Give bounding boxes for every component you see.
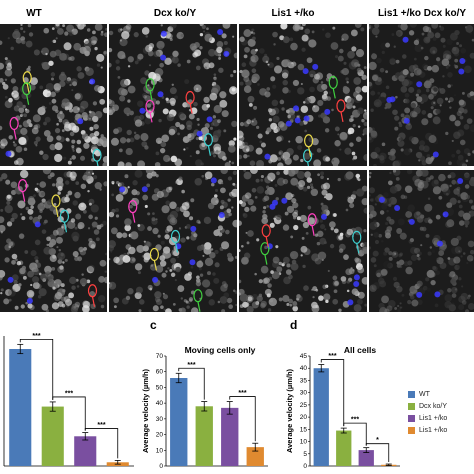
micrograph-lis1-bottom [239,170,367,312]
panel-letter-d: d [290,318,298,332]
significance-bracket [320,359,345,427]
legend: WT Dcx ko/Y Lis1 +/ko Lis1 +/ko [408,388,447,436]
bar [313,368,329,466]
significance-label: *** [32,333,40,340]
y-tick-label: 10 [156,447,164,454]
y-tick-label: 25 [300,402,308,409]
significance-label: *** [238,390,246,397]
bar-chart-moving-cells: 0 10 20 30 40 50 60 70 Average velocity (µm/h) **… [141,353,268,470]
micrograph-double-bottom [369,170,474,312]
bar [336,430,352,466]
y-tick-label: 20 [156,432,164,439]
y-tick-label: 40 [300,365,308,372]
bar [358,450,374,466]
legend-label-lis1: Lis1 +/ko [419,414,448,422]
y-tick-label: 45 [300,353,308,360]
significance-label: *** [65,390,73,397]
significance-label: * [376,437,379,444]
significance-label: *** [97,422,105,429]
significance-bracket [229,396,256,442]
column-title-dcx: Dcx ko/Y [153,8,197,19]
micrograph-wt-bottom [0,170,107,312]
y-axis-label: Average velocity (µm/h) [141,368,150,453]
chart-title-moving: Moving cells only [184,345,256,355]
y-tick-label: 40 [156,400,164,407]
y-axis-label: Average velocity (µm/h) [285,368,294,453]
significance-bracket [343,422,367,446]
significance-bracket [19,338,54,400]
significance-label: *** [187,362,195,369]
y-tick-label: 60 [156,369,164,376]
legend-label-dcx: Dcx ko/Y [419,402,448,410]
column-title-lis1: Lis1 +/ko [271,8,315,19]
bar [9,349,32,466]
significance-bracket [365,443,390,463]
y-tick-label: 30 [156,416,164,423]
bar [221,407,239,466]
bar [246,447,264,466]
micrograph-double-top [369,24,474,166]
micrograph-wt-top [0,24,107,166]
legend-entry-wt: WT [408,388,447,400]
micrograph-dcx-bottom [109,170,237,312]
micrograph-dcx-top [109,24,237,166]
significance-label: *** [328,353,336,360]
y-tick-label: 35 [300,377,308,384]
legend-entry-double: Lis1 +/ko [408,424,447,436]
bar [170,378,188,466]
legend-label-double: Lis1 +/ko [419,426,448,434]
bar [74,436,97,466]
micrograph-lis1-top [239,24,367,166]
bar-chart-all-cells: 0 5 10 15 20 25 30 35 40 45 Average velocity (µm/h… [285,353,400,470]
legend-swatch-double [408,426,415,434]
bar [41,406,64,466]
legend-swatch-dcx [408,402,415,410]
y-tick-label: 50 [156,384,164,391]
legend-label-wt: WT [419,390,430,398]
panel-letter-c: c [150,318,157,332]
bar [195,406,213,466]
y-tick-label: 15 [300,426,308,433]
y-tick-label: 70 [156,353,164,360]
column-title-double: Lis1 +/ko Dcx ko/Y [377,8,467,19]
significance-bracket [178,367,205,400]
column-title-wt: WT [26,8,42,19]
y-tick-label: 30 [300,390,308,397]
legend-swatch-lis1 [408,414,415,422]
y-tick-label: 0 [303,463,307,470]
legend-entry-dcx: Dcx ko/Y [408,400,447,412]
bar-chart-a: *** *** *** [3,333,134,467]
significance-label: *** [351,417,359,424]
y-tick-label: 10 [300,439,308,446]
legend-swatch-wt [408,390,415,398]
y-tick-label: 0 [159,463,163,470]
chart-title-all: All cells [343,345,377,355]
y-tick-label: 20 [300,414,308,421]
legend-entry-lis1: Lis1 +/ko [408,412,447,424]
significance-bracket [52,396,86,431]
significance-bracket [84,428,119,459]
y-tick-label: 5 [303,451,307,458]
